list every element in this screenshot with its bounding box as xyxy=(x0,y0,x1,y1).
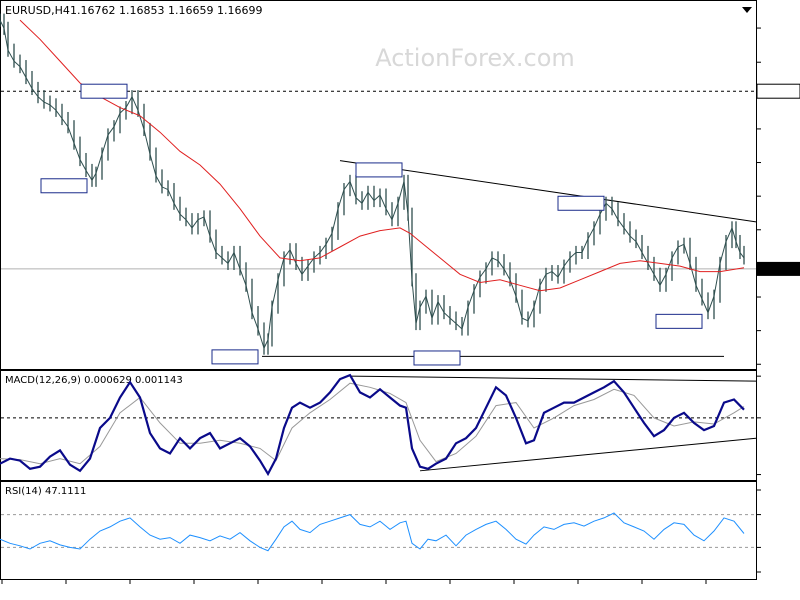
rsi-line xyxy=(0,512,745,552)
level-label-box xyxy=(557,195,605,211)
level-label-box xyxy=(80,83,128,99)
macd-trendline-2 xyxy=(419,437,757,472)
chart-ohlc: 1.16762 1.16853 1.16659 1.16699 xyxy=(70,4,262,17)
level-label-box xyxy=(413,350,461,366)
price-panel-frame xyxy=(0,0,757,370)
collapse-triangle-icon[interactable] xyxy=(742,7,752,13)
macd-series xyxy=(0,373,757,477)
price-axis xyxy=(756,27,800,365)
level-label-box xyxy=(40,178,88,194)
price-trendline-1 xyxy=(339,160,757,223)
rsi-axis xyxy=(757,489,761,573)
level-label-box xyxy=(655,313,703,329)
price-line xyxy=(0,19,745,350)
current-price-box xyxy=(757,261,800,276)
watermark: ActionForex.com xyxy=(375,44,575,72)
level-price-box xyxy=(756,83,800,99)
level-label-box xyxy=(355,162,403,178)
macd-title: MACD(12,26,9) 0.000629 0.001143 xyxy=(5,375,183,386)
macd-axis xyxy=(757,375,761,476)
price-series xyxy=(0,13,757,357)
chart-symbol: EURUSD,H4 xyxy=(5,4,70,17)
level-label-box xyxy=(211,349,259,365)
rsi-title: RSI(14) 47.1111 xyxy=(5,486,86,497)
macd-panel-frame xyxy=(0,370,757,481)
price-annotations xyxy=(40,83,703,366)
time-axis xyxy=(1,580,707,584)
rsi-panel-frame xyxy=(0,481,757,580)
rsi-series xyxy=(0,512,756,552)
macd-main-line xyxy=(0,373,745,477)
moving-average-line xyxy=(19,19,745,292)
macd-trendline-1 xyxy=(349,375,757,382)
